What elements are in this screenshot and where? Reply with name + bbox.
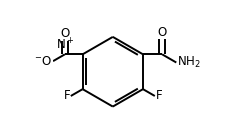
Text: NH$_2$: NH$_2$: [177, 55, 201, 70]
Text: O: O: [60, 27, 69, 40]
Text: O: O: [158, 26, 167, 39]
Text: N$^+$: N$^+$: [56, 37, 74, 53]
Text: $^{-}$O: $^{-}$O: [34, 55, 52, 68]
Text: F: F: [63, 89, 70, 103]
Text: F: F: [156, 89, 162, 103]
